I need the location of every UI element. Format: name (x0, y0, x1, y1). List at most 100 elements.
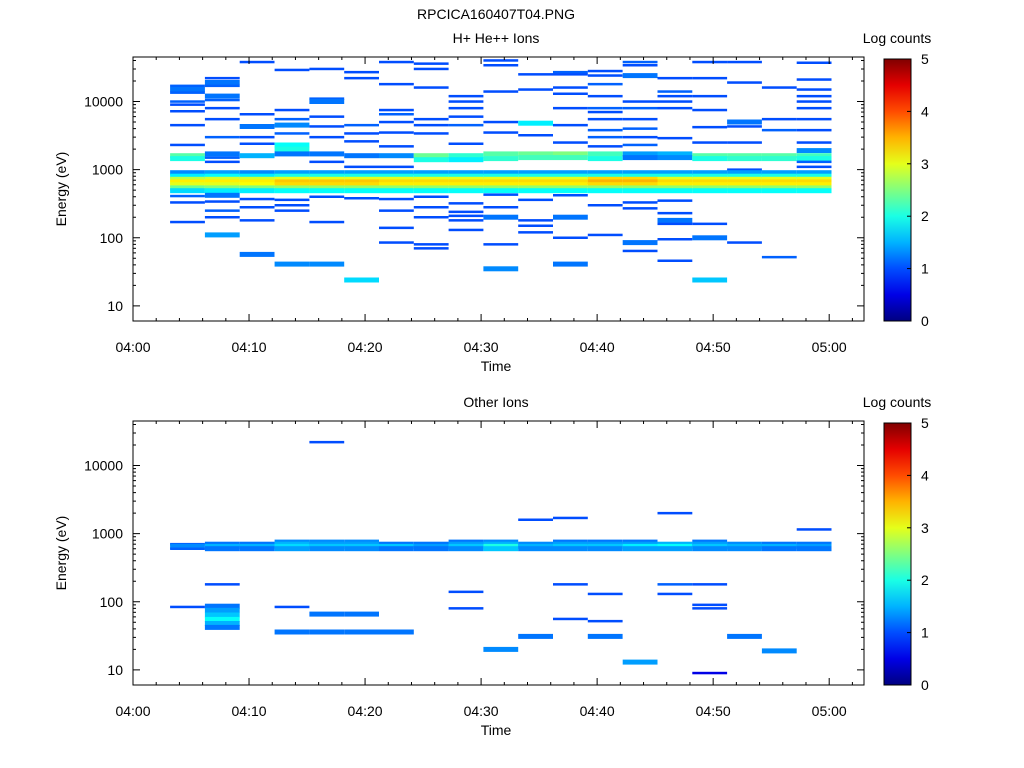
heatmap-cell (448, 546, 484, 552)
heatmap-cell (727, 170, 762, 176)
heatmap-cell (587, 204, 623, 207)
heatmap-cell (483, 185, 519, 191)
heatmap-cell (379, 188, 414, 194)
heatmap-cell (204, 621, 240, 626)
heatmap-cell (379, 176, 414, 182)
heatmap-cell (483, 546, 519, 552)
heatmap-cell (692, 182, 728, 188)
heatmap-cell (692, 60, 728, 64)
heatmap-cell (796, 78, 832, 81)
heatmap-cell (483, 173, 519, 179)
heatmap-cell (483, 243, 519, 246)
heatmap-cell (692, 546, 728, 552)
heatmap-cell (518, 198, 553, 202)
heatmap-cell (761, 546, 797, 552)
heatmap-cell (657, 136, 693, 140)
heatmap-cell (170, 91, 205, 94)
heatmap-cell (344, 197, 379, 200)
heatmap-cell (622, 60, 658, 64)
heatmap-cell (553, 176, 588, 182)
y-axis-label: Energy (eV) (53, 516, 69, 591)
heatmap-cell (657, 106, 693, 110)
heatmap-cell (796, 100, 832, 103)
colorbar (883, 422, 912, 686)
heatmap-cell (309, 261, 345, 267)
heatmap-cell (239, 197, 275, 201)
heatmap-cell (553, 70, 588, 74)
heatmap-cell (413, 86, 449, 89)
heatmap-cell (448, 157, 484, 163)
x-tick-label: 04:00 (115, 339, 150, 355)
heatmap-cell (761, 185, 797, 191)
heatmap-cell (796, 188, 832, 194)
heatmap-cell (622, 249, 658, 253)
heatmap-cell (309, 67, 345, 71)
heatmap-cell (761, 86, 797, 89)
heatmap-cell (692, 603, 728, 607)
heatmap-cell (587, 128, 623, 132)
heatmap-cell (483, 120, 519, 124)
heatmap-cell (239, 124, 275, 129)
colorbar-label: Log counts (863, 394, 932, 410)
heatmap-cell (274, 68, 310, 72)
heatmap-cell (344, 70, 379, 74)
heatmap-cell (483, 151, 519, 157)
heatmap-cell (587, 176, 623, 182)
heatmap-cell (274, 629, 310, 635)
heatmap-cell (483, 131, 519, 134)
heatmap-cell (239, 135, 275, 139)
heatmap-cell (553, 188, 588, 194)
heatmap-cell (170, 201, 205, 204)
y-tick-label: 10000 (84, 94, 123, 110)
x-tick-label: 04:20 (348, 703, 383, 719)
heatmap-cell (239, 182, 275, 188)
y-tick-label: 100 (100, 594, 124, 610)
heatmap-cell (239, 153, 275, 159)
heatmap-cell (204, 151, 240, 157)
heatmap-cell (344, 176, 379, 182)
heatmap-cell (727, 168, 762, 171)
heatmap-cell (413, 67, 449, 71)
heatmap-cell (204, 607, 240, 613)
heatmap-cell (379, 185, 414, 191)
heatmap-cell (239, 142, 275, 145)
heatmap-cell (170, 103, 205, 106)
heatmap-cell (204, 179, 240, 185)
heatmap-cell (587, 110, 623, 114)
heatmap-cell (274, 108, 310, 112)
heatmap-cell (553, 179, 588, 185)
heatmap-cell (553, 151, 588, 157)
heatmap-cell (518, 188, 553, 194)
heatmap-cell (204, 76, 240, 80)
heatmap-cell (692, 125, 728, 129)
heatmap-cell (170, 100, 205, 103)
heatmap-cell (761, 182, 797, 188)
heatmap-cell (657, 217, 693, 223)
heatmap-cell (553, 516, 588, 520)
heatmap-cell (274, 261, 310, 267)
x-tick-label: 04:40 (580, 339, 615, 355)
heatmap-cell (309, 151, 345, 157)
heatmap-cell (239, 179, 275, 185)
heatmap-cell (309, 160, 345, 164)
heatmap-cell (379, 153, 414, 159)
heatmap-cell (274, 605, 310, 609)
heatmap-cell (344, 546, 379, 552)
heatmap-cell (344, 140, 379, 143)
x-tick-label: 05:00 (812, 339, 847, 355)
heatmap-cell (657, 546, 693, 552)
heatmap-cell (761, 156, 797, 162)
heatmap-cell (761, 128, 797, 132)
heatmap-cell (309, 170, 345, 176)
heatmap-cell (204, 84, 240, 88)
heatmap-cell (204, 182, 240, 188)
heatmap-cell (413, 546, 449, 552)
heatmap-cell (204, 160, 240, 164)
heatmap-cell (344, 76, 379, 80)
heatmap-cell (204, 232, 240, 238)
heatmap-cell (413, 176, 449, 182)
colorbar-tick-label: 3 (921, 520, 929, 536)
heatmap-cell (379, 629, 414, 635)
heatmap-cell (483, 156, 519, 162)
heatmap-cell (379, 182, 414, 188)
